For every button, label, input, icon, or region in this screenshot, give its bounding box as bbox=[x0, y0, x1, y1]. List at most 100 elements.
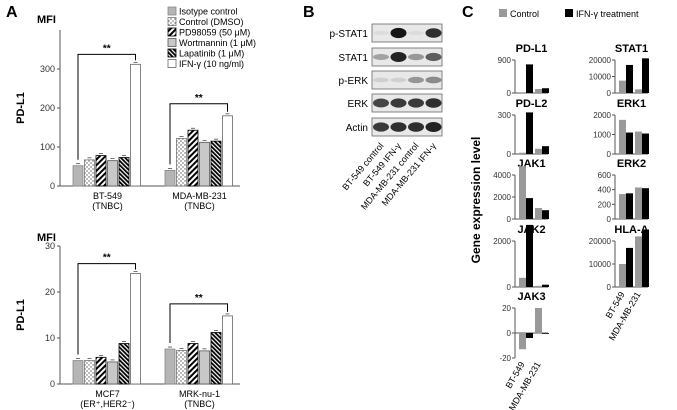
a-bar-0-0-2 bbox=[95, 155, 107, 187]
a-bar-1-1-0 bbox=[164, 348, 176, 385]
c-bar-0-0-control bbox=[519, 92, 526, 94]
b-band-3-2 bbox=[408, 98, 424, 108]
c-bar-2-1-ifn bbox=[542, 146, 549, 154]
c-legend-swatch-0 bbox=[499, 9, 507, 17]
a-group-sublabel-1-0: (ER⁺,HER2⁻) bbox=[80, 399, 135, 409]
c-chart-title-0: PD-L1 bbox=[516, 43, 548, 55]
c-bar-4-0-control bbox=[519, 166, 526, 219]
b-band-0-2 bbox=[408, 30, 424, 36]
c-bar-3-0-ifn bbox=[626, 132, 633, 154]
c-bar-3-1-control bbox=[635, 131, 642, 154]
b-blot-row-0 bbox=[371, 23, 443, 43]
a-legend-swatch-5 bbox=[167, 59, 177, 68]
a-bar-0-1-1 bbox=[176, 138, 187, 187]
a-bar-0-0-4 bbox=[118, 157, 130, 187]
a-bar-0-1-0 bbox=[164, 169, 176, 187]
c-bar-8-1-ifn bbox=[542, 333, 549, 334]
b-row-label-1: STAT1 bbox=[338, 53, 368, 64]
c-y-tick-label-1-1: 10000 bbox=[589, 73, 612, 82]
b-row-label-4: Actin bbox=[346, 123, 368, 134]
a-y-tick-label-0-2: 200 bbox=[40, 103, 55, 113]
c-y-tick-label-3-1: 1000 bbox=[593, 131, 611, 140]
b-band-4-3 bbox=[425, 122, 442, 132]
c-y-tick-label-4-2: 4000 bbox=[493, 171, 511, 180]
c-bar-3-0-control bbox=[619, 119, 626, 154]
a-bar-1-1-4 bbox=[210, 332, 222, 385]
c-bar-1-0-control bbox=[619, 80, 626, 93]
a-bar-1-0-3 bbox=[107, 361, 118, 385]
b-band-1-2 bbox=[408, 53, 424, 61]
c-y-tick-label-0-0: 0 bbox=[507, 89, 512, 98]
c-y-tick-label-6-0: 0 bbox=[507, 283, 512, 292]
a-y-tick-label-1-1: 10 bbox=[45, 333, 55, 343]
b-band-2-1 bbox=[390, 77, 407, 83]
a-bar-0-0-5 bbox=[130, 63, 141, 187]
c-y-tick-label-2-1: 300 bbox=[498, 111, 512, 120]
c-chart-title-1: STAT1 bbox=[615, 43, 648, 55]
c-bar-7-0-control bbox=[619, 264, 626, 287]
a-y-tick-label-0-3: 300 bbox=[40, 64, 55, 74]
b-band-4-1 bbox=[390, 122, 407, 132]
c-bar-6-1-ifn bbox=[542, 284, 549, 287]
a-legend-swatch-3 bbox=[167, 38, 177, 47]
c-y-tick-label-1-2: 20000 bbox=[589, 56, 612, 65]
b-band-4-2 bbox=[408, 122, 424, 132]
c-bar-6-0-ifn bbox=[526, 224, 533, 287]
a-legend-label-2: PD98059 (50 μM) bbox=[179, 28, 250, 38]
c-legend-label-0: Control bbox=[510, 9, 539, 19]
a-bar-0-1-2 bbox=[187, 129, 199, 187]
a-group-sublabel-0-0: (TNBC) bbox=[92, 201, 123, 211]
c-y-tick-label-7-2: 20000 bbox=[589, 237, 612, 246]
a-group-label-1-1: MRK-nu-1 bbox=[179, 389, 220, 399]
c-y-tick-label-3-2: 2000 bbox=[593, 111, 611, 120]
a-legend-label-3: Wortmannin (1 μM) bbox=[179, 38, 256, 48]
c-legend-label-1: IFN-γ treatment bbox=[576, 9, 639, 19]
c-y-tick-label-4-0: 0 bbox=[507, 215, 512, 224]
b-band-2-0 bbox=[373, 77, 389, 83]
c-ylabel: Gene expression level bbox=[469, 137, 483, 264]
a-bar-0-0-0 bbox=[72, 165, 84, 187]
c-bar-0-0-ifn bbox=[526, 64, 533, 93]
b-band-0-1 bbox=[390, 27, 407, 39]
a-y-tick-label-1-2: 20 bbox=[45, 287, 55, 297]
c-bar-7-1-ifn bbox=[642, 229, 649, 287]
a-bar-0-1-5 bbox=[222, 115, 233, 187]
b-band-3-0 bbox=[373, 98, 389, 108]
c-y-tick-label-8-0: -20 bbox=[499, 354, 511, 363]
a-significance-0-0: ** bbox=[103, 43, 111, 54]
c-y-tick-label-7-0: 0 bbox=[607, 283, 612, 292]
a-legend-swatch-2 bbox=[167, 27, 177, 37]
a-significance-0-1: ** bbox=[195, 93, 203, 104]
a-bar-1-1-3 bbox=[199, 350, 210, 385]
a-bracket-1-1 bbox=[169, 303, 228, 344]
a-legend-label-4: Lapatinib (1 μM) bbox=[179, 49, 244, 59]
a-ylabel-1: PD-L1 bbox=[15, 299, 27, 331]
a-bar-1-0-0 bbox=[72, 360, 84, 385]
a-group-label-0-0: BT-549 bbox=[93, 191, 122, 201]
c-y-tick-label-8-1: 0 bbox=[507, 329, 512, 338]
c-y-tick-label-7-1: 10000 bbox=[589, 260, 612, 269]
c-y-tick-label-5-2: 400 bbox=[598, 186, 612, 195]
a-legend-swatch-1 bbox=[167, 17, 177, 26]
a-significance-1-0: ** bbox=[103, 253, 111, 264]
c-y-tick-label-5-3: 600 bbox=[598, 171, 612, 180]
a-legend-swatch-0 bbox=[167, 6, 177, 16]
a-bar-1-1-2 bbox=[187, 343, 199, 385]
c-bar-1-0-ifn bbox=[626, 64, 633, 93]
a-y-tick-label-0-1: 100 bbox=[40, 142, 55, 152]
a-group-label-1-0: MCF7 bbox=[95, 389, 120, 399]
a-y-tick-label-1-3: 30 bbox=[45, 241, 55, 251]
a-group-label-0-1: MDA-MB-231 bbox=[172, 191, 227, 201]
b-band-2-2 bbox=[408, 76, 424, 84]
a-legend-label-5: IFN-γ (10 ng/ml) bbox=[179, 59, 244, 69]
c-y-tick-label-8-2: 20 bbox=[502, 304, 511, 313]
c-y-tick-label-2-0: 0 bbox=[507, 150, 512, 159]
b-row-label-0: p-STAT1 bbox=[329, 29, 368, 40]
c-y-tick-label-1-0: 0 bbox=[607, 89, 612, 98]
c-chart-title-5: ERK2 bbox=[617, 158, 646, 170]
a-bar-0-0-1 bbox=[84, 159, 95, 187]
c-bar-8-0-control bbox=[519, 333, 526, 350]
a-bar-1-0-2 bbox=[95, 356, 107, 385]
b-row-label-2: p-ERK bbox=[339, 76, 369, 87]
